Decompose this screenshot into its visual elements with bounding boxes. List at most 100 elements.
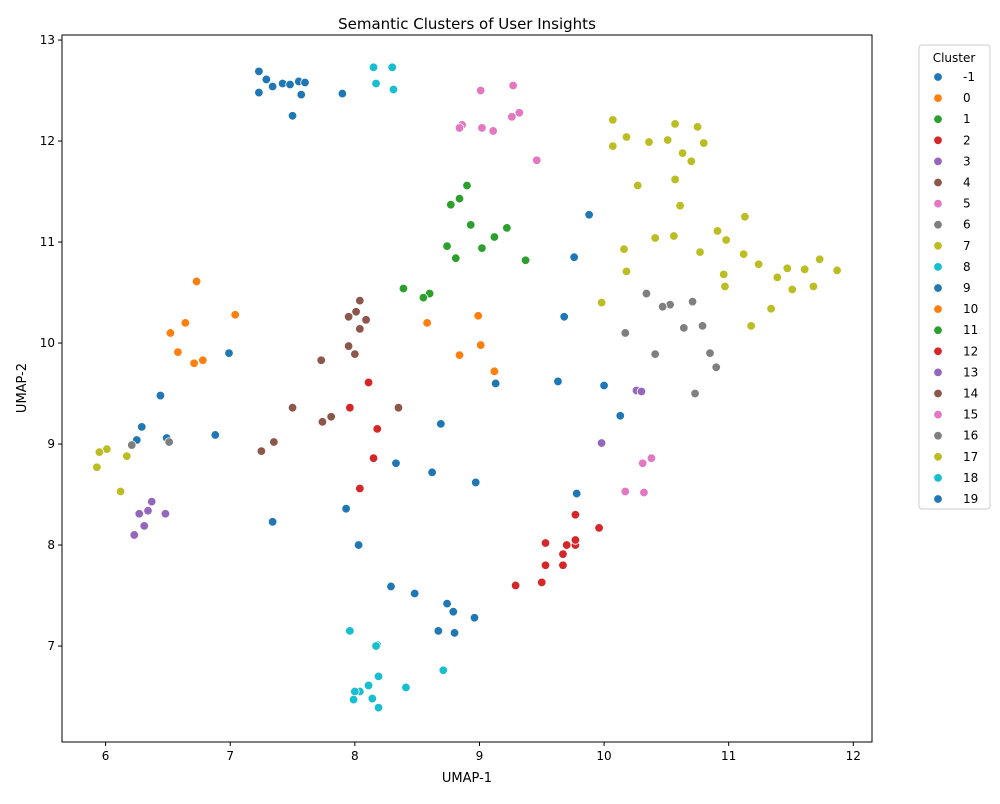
data-point-cluster-14 — [393, 402, 404, 413]
data-point-cluster-15 — [639, 487, 649, 498]
legend-label: 9 — [963, 281, 971, 295]
data-point-cluster-7 — [692, 122, 703, 132]
data-point-cluster-6 — [687, 296, 698, 307]
data-point-cluster-18 — [373, 671, 384, 682]
legend-marker — [933, 346, 943, 357]
data-point-cluster-7 — [621, 266, 632, 277]
data-point-cluster-12 — [368, 453, 379, 463]
data-point-cluster-9 — [584, 210, 594, 220]
legend-label: 14 — [963, 387, 978, 401]
legend-marker — [933, 114, 943, 124]
data-point-cluster-9 — [559, 312, 569, 322]
data-point-cluster-9 — [569, 252, 579, 262]
data-point-cluster-10 — [422, 318, 432, 328]
data-point-cluster-2 — [540, 560, 551, 570]
data-point-cluster-12 — [570, 510, 581, 520]
legend-marker — [933, 452, 943, 462]
data-point-cluster-14 — [269, 437, 279, 447]
data-point-cluster-18 — [401, 682, 411, 693]
data-point-cluster-0 — [189, 358, 199, 368]
legend-marker — [933, 325, 943, 335]
data-point-cluster--1 — [254, 66, 264, 77]
data-point-cluster-7 — [669, 231, 679, 241]
data-point-cluster-9 — [571, 488, 582, 499]
legend-label: 1 — [963, 112, 971, 126]
data-point-cluster-9 — [224, 348, 234, 358]
data-point-cluster-0 — [165, 328, 176, 338]
legend-label: 17 — [963, 450, 978, 464]
y-tick-label: 11 — [40, 235, 55, 249]
data-point-cluster-8 — [371, 78, 381, 89]
data-point-cluster-7 — [699, 138, 709, 148]
data-point-cluster-9 — [267, 517, 278, 527]
data-points — [92, 62, 842, 713]
y-tick-label: 10 — [40, 336, 55, 350]
data-point-cluster-7 — [720, 281, 730, 292]
legend-label: 12 — [963, 344, 978, 358]
data-point-cluster-9 — [471, 477, 481, 488]
data-point-cluster-11 — [418, 292, 429, 303]
legend-marker — [933, 409, 943, 420]
data-point-cluster-7 — [772, 272, 782, 283]
data-point-cluster-1 — [489, 232, 500, 242]
data-point-cluster-10 — [476, 340, 486, 350]
legend-marker — [933, 304, 943, 314]
x-tick-label: 7 — [226, 749, 234, 763]
data-point-cluster-1 — [477, 243, 487, 253]
data-point-cluster-3 — [134, 509, 144, 519]
legend-marker — [933, 241, 943, 251]
y-tick-label: 8 — [47, 538, 55, 552]
data-point-cluster-15 — [638, 458, 648, 468]
y-tick-label: 12 — [40, 134, 55, 148]
data-point-cluster-7 — [633, 180, 643, 191]
data-point-cluster-15 — [646, 453, 657, 463]
data-point-cluster-14 — [317, 417, 328, 427]
data-point-cluster-9 — [137, 422, 147, 432]
data-point-cluster-1 — [466, 220, 476, 230]
data-point-cluster-7 — [608, 115, 618, 125]
data-point-cluster-6 — [690, 388, 700, 399]
legend-marker — [933, 72, 943, 82]
legend-label: 11 — [963, 323, 978, 337]
data-point-cluster-3 — [143, 506, 153, 516]
data-point-cluster-5 — [532, 155, 542, 165]
data-point-cluster--1 — [254, 87, 264, 98]
legend-label: 0 — [963, 91, 971, 105]
legend-label: 2 — [963, 133, 971, 147]
x-axis-ticks: 6 7 8 9 10 11 12 — [102, 742, 861, 763]
data-point-cluster-15 — [620, 486, 630, 497]
data-point-cluster-6 — [711, 362, 721, 372]
data-point-cluster-5 — [507, 112, 517, 122]
data-point-cluster-3 — [160, 509, 171, 519]
x-tick-label: 12 — [846, 749, 861, 763]
y-axis-label: UMAP-2 — [15, 363, 30, 413]
data-point-cluster-10 — [454, 350, 465, 360]
data-point-cluster-0 — [198, 355, 208, 365]
data-point-cluster-9 — [409, 588, 420, 599]
data-point-cluster-13 — [636, 386, 647, 397]
data-point-cluster-5 — [514, 108, 525, 118]
data-point-cluster-16 — [127, 440, 137, 450]
legend-label: 5 — [963, 197, 971, 211]
data-point-cluster-1 — [442, 241, 452, 251]
data-point-cluster-0 — [230, 310, 240, 320]
data-point-cluster-18 — [438, 665, 449, 675]
legend-marker — [933, 198, 943, 209]
legend-label: 19 — [963, 492, 978, 506]
legend-label: 18 — [963, 471, 978, 485]
x-tick-label: 8 — [351, 749, 359, 763]
data-point-cluster-2 — [558, 560, 568, 570]
data-point-cluster-12 — [355, 483, 365, 494]
legend-label: 7 — [963, 239, 971, 253]
data-point-cluster-10 — [489, 366, 500, 377]
data-point-cluster-5 — [488, 126, 498, 136]
data-point-cluster-1 — [462, 180, 472, 191]
data-point-cluster-0 — [191, 276, 202, 287]
x-tick-label: 10 — [596, 749, 611, 763]
data-point-cluster-4 — [351, 307, 361, 317]
data-point-cluster-5 — [508, 80, 518, 91]
data-point-cluster-7 — [800, 264, 810, 275]
x-tick-label: 9 — [476, 749, 484, 763]
data-point-cluster-7 — [746, 321, 756, 331]
data-point-cluster--1 — [267, 81, 278, 92]
